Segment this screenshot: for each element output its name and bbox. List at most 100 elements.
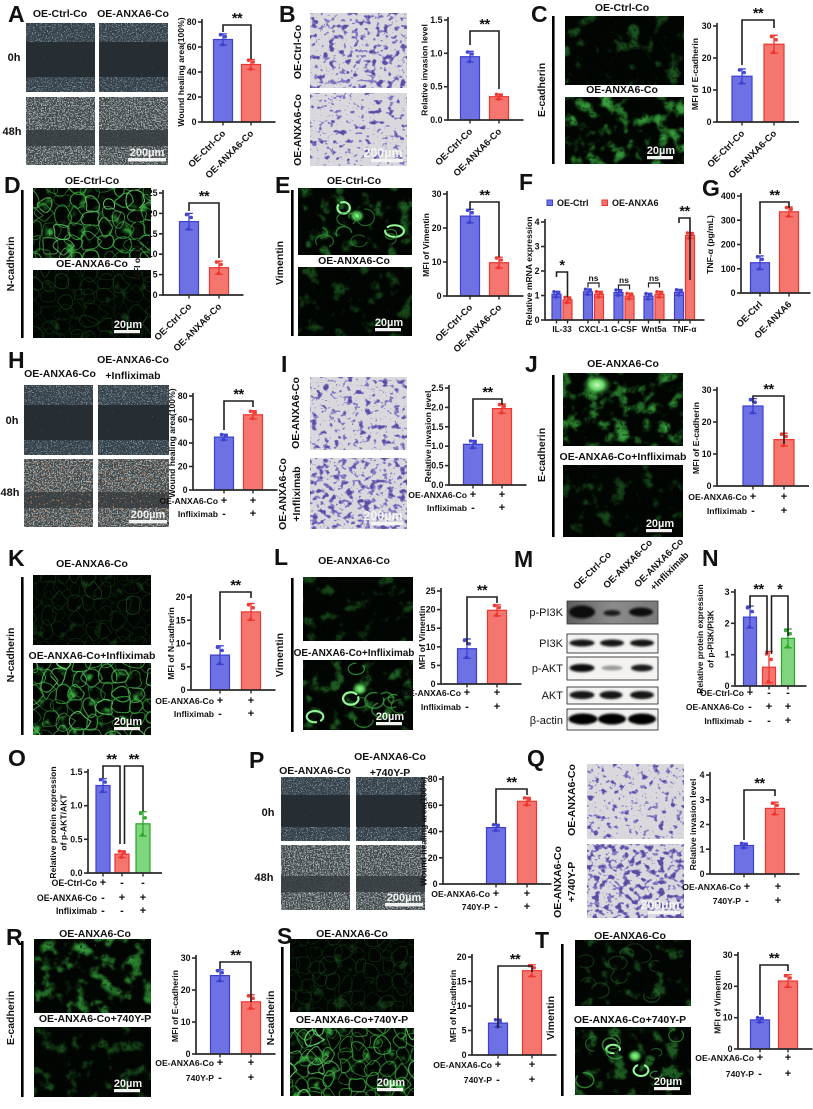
svg-text:10: 10 <box>702 85 712 95</box>
svg-text:**: ** <box>763 382 774 398</box>
svg-text:1: 1 <box>700 844 705 854</box>
svg-text:5: 5 <box>431 660 436 670</box>
svg-text:+: + <box>785 1068 791 1080</box>
svg-text:20µm: 20µm <box>114 716 143 728</box>
svg-text:+Infliximab: +Infliximab <box>291 466 303 521</box>
svg-text:0.0: 0.0 <box>431 480 443 490</box>
svg-text:-: - <box>767 715 771 727</box>
svg-text:B: B <box>279 1 296 27</box>
svg-text:*: * <box>559 258 565 274</box>
svg-text:300: 300 <box>721 215 736 225</box>
svg-text:+: + <box>248 708 254 720</box>
svg-text:OE-Ctrl-Co: OE-Ctrl-Co <box>52 878 98 888</box>
svg-text:20µm: 20µm <box>377 1077 406 1089</box>
svg-text:200: 200 <box>721 240 736 250</box>
svg-text:+: + <box>119 892 125 904</box>
svg-text:OE-ANXA6-Co: OE-ANXA6-Co <box>402 688 461 698</box>
svg-text:0: 0 <box>437 291 442 301</box>
svg-text:+: + <box>140 892 146 904</box>
svg-text:MFI of E-cadherin: MFI of E-cadherin <box>691 402 701 474</box>
svg-text:MFI of N-cadherin: MFI of N-cadherin <box>132 208 142 281</box>
svg-text:-: - <box>786 687 790 699</box>
svg-text:MFI of E-cadherin: MFI of E-cadherin <box>170 970 180 1042</box>
svg-text:0: 0 <box>700 869 705 879</box>
svg-text:OE-ANXA6-Co: OE-ANXA6-Co <box>24 368 96 380</box>
svg-text:+: + <box>785 715 791 727</box>
svg-text:**: ** <box>479 17 490 33</box>
svg-text:30: 30 <box>702 21 712 31</box>
svg-text:740Y-P: 740Y-P <box>462 902 490 912</box>
svg-text:of p-AKT/AKT: of p-AKT/AKT <box>58 794 68 851</box>
svg-text:-: - <box>222 508 226 520</box>
svg-text:20: 20 <box>457 952 467 962</box>
svg-text:**: ** <box>679 204 690 220</box>
svg-text:**: ** <box>230 578 241 594</box>
svg-text:Relative mRNA expression: Relative mRNA expression <box>524 216 534 325</box>
svg-text:100: 100 <box>721 264 736 274</box>
svg-text:OE-Ctrl-Co: OE-Ctrl-Co <box>65 175 119 187</box>
svg-text:5: 5 <box>153 270 158 280</box>
svg-text:OE-ANXA6-Co: OE-ANXA6-Co <box>292 94 304 166</box>
svg-text:Relative invasion level: Relative invasion level <box>423 391 433 483</box>
svg-text:1.0: 1.0 <box>430 48 442 58</box>
svg-text:0: 0 <box>431 679 436 689</box>
svg-text:Wound healing area(100%): Wound healing area(100%) <box>419 777 429 886</box>
svg-text:0: 0 <box>728 1044 733 1054</box>
svg-text:0: 0 <box>462 1050 467 1060</box>
svg-text:0: 0 <box>535 315 540 325</box>
svg-text:N-cadherin: N-cadherin <box>5 628 17 683</box>
svg-text:80: 80 <box>178 391 188 401</box>
svg-text:+: + <box>766 701 772 713</box>
svg-text:+: + <box>775 895 781 907</box>
svg-text:OE-ANXA6-Co: OE-ANXA6-Co <box>354 751 426 763</box>
svg-text:OE-Ctrl-Co: OE-Ctrl-Co <box>292 25 304 79</box>
svg-text:10: 10 <box>457 1001 467 1011</box>
svg-text:N: N <box>702 545 719 571</box>
svg-text:15: 15 <box>176 615 186 625</box>
svg-text:0.0: 0.0 <box>70 868 82 878</box>
svg-text:E: E <box>275 172 290 198</box>
svg-text:+: + <box>499 502 505 514</box>
svg-text:OE-ANXA6-Co: OE-ANXA6-Co <box>290 377 302 449</box>
svg-text:+: + <box>217 695 223 707</box>
svg-text:+: + <box>494 701 500 713</box>
svg-text:60: 60 <box>428 800 438 810</box>
svg-text:+: + <box>747 687 753 699</box>
svg-text:OE-ANXA6-Co: OE-ANXA6-Co <box>566 764 578 836</box>
svg-text:-: - <box>758 1068 762 1080</box>
svg-text:+: + <box>140 905 146 917</box>
svg-text:E-cadherin: E-cadherin <box>536 63 548 117</box>
svg-text:OE-ANXA6-Co: OE-ANXA6-Co <box>159 496 218 506</box>
svg-text:-: - <box>120 877 124 889</box>
svg-text:I: I <box>281 351 287 377</box>
svg-text:48h: 48h <box>3 126 22 138</box>
svg-text:2.0: 2.0 <box>431 402 443 412</box>
svg-text:15: 15 <box>426 623 436 633</box>
svg-text:740Y-P: 740Y-P <box>726 1069 754 1079</box>
svg-text:200µm: 200µm <box>387 892 422 904</box>
svg-text:OE-Ctrl-Co: OE-Ctrl-Co <box>595 2 649 14</box>
svg-text:+740Y-P: +740Y-P <box>566 862 578 903</box>
svg-text:MFI of E-cadherin: MFI of E-cadherin <box>690 38 700 110</box>
svg-text:Vimentin: Vimentin <box>274 633 286 677</box>
svg-text:-: - <box>218 1072 222 1084</box>
svg-text:Relative protein expression: Relative protein expression <box>695 584 705 693</box>
svg-text:OE-ANXA6: OE-ANXA6 <box>612 198 659 208</box>
svg-text:OE-ANXA6-Co: OE-ANXA6-Co <box>552 846 564 918</box>
svg-text:OE-ANXA6-Co: OE-ANXA6-Co <box>59 928 131 940</box>
svg-text:3: 3 <box>700 795 705 805</box>
svg-text:0: 0 <box>433 879 438 889</box>
svg-text:+: + <box>248 1057 254 1069</box>
svg-text:**: ** <box>510 952 521 968</box>
svg-text:OE-ANXA6-Co: OE-ANXA6-Co <box>155 1058 214 1068</box>
svg-text:A: A <box>8 1 25 27</box>
svg-text:+: + <box>785 1052 791 1064</box>
svg-text:-: - <box>465 701 469 713</box>
svg-text:OE-ANXA6-Co: OE-ANXA6-Co <box>431 889 490 899</box>
svg-text:10: 10 <box>148 249 158 259</box>
svg-text:PI3K: PI3K <box>539 638 564 650</box>
svg-text:OE-ANXA6-Co: OE-ANXA6-Co <box>682 882 741 892</box>
svg-text:20µm: 20µm <box>647 145 676 157</box>
svg-text:-: - <box>767 687 771 699</box>
svg-text:p-AKT: p-AKT <box>532 663 563 675</box>
